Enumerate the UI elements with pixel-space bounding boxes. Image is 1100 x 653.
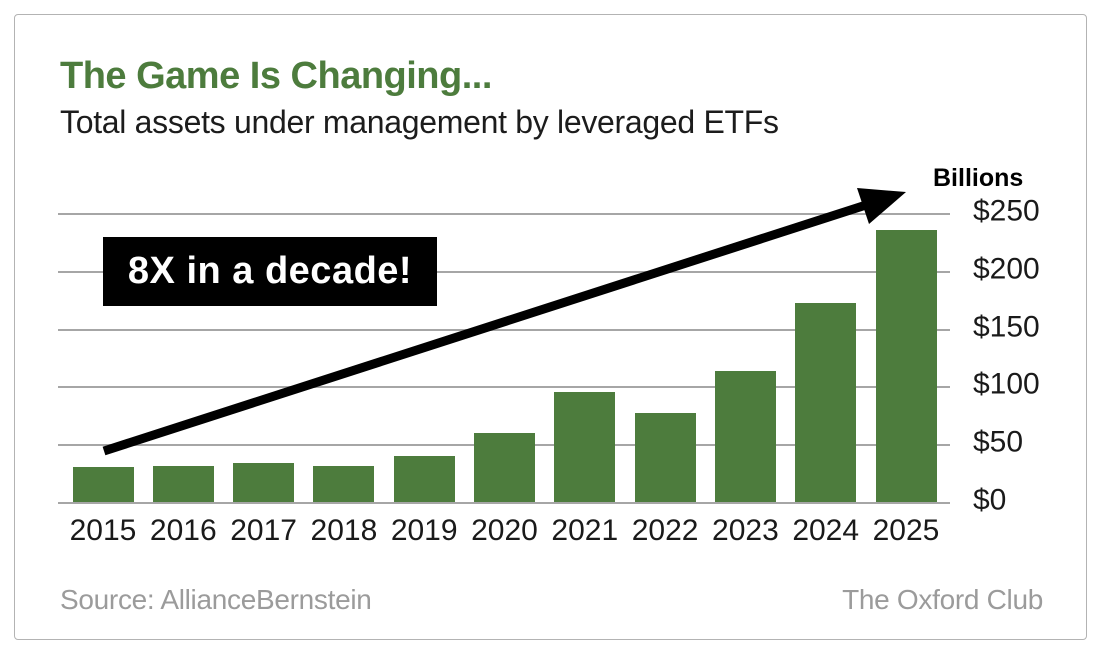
y-tick-label-250: $250 <box>973 194 1040 228</box>
x-tick-label-2019: 2019 <box>390 514 458 547</box>
x-tick-label-2024: 2024 <box>792 514 860 547</box>
gridline-250 <box>58 213 950 215</box>
y-tick-label-50: $50 <box>973 425 1024 459</box>
brand-credit: The Oxford Club <box>842 584 1043 615</box>
x-tick-label-2020: 2020 <box>471 514 538 547</box>
x-tick-label-2018: 2018 <box>310 514 378 547</box>
x-tick-label-2022: 2022 <box>631 514 699 547</box>
bar-2021 <box>554 392 616 502</box>
bar-2018 <box>313 466 375 502</box>
y-axis-unit-label: Billions <box>933 164 1024 192</box>
bar-2022 <box>634 413 696 502</box>
chart-title: The Game Is Changing... <box>60 55 492 97</box>
annotation-callout: 8X in a decade! <box>103 237 437 306</box>
x-tick-label-2016: 2016 <box>149 514 217 547</box>
bar-2017 <box>233 462 295 502</box>
y-tick-label-150: $150 <box>973 310 1040 344</box>
bar-2015 <box>72 467 134 502</box>
gridline-0 <box>58 502 950 504</box>
x-tick-label-2017: 2017 <box>230 514 297 547</box>
bar-2019 <box>393 455 455 502</box>
x-axis: 2015 2016 2017 2018 2019 2020 2021 2022 2023 2024… <box>58 515 950 549</box>
bar-2020 <box>474 432 535 502</box>
y-axis: $0 $50 $100 $150 $200 $250 <box>973 196 1083 515</box>
x-tick-label-2025: 2025 <box>872 514 940 547</box>
bar-2025 <box>875 230 937 502</box>
y-tick-label-100: $100 <box>973 367 1040 401</box>
y-tick-label-200: $200 <box>973 252 1040 286</box>
y-tick-label-0: $0 <box>973 483 1007 517</box>
bar-2023 <box>714 371 776 502</box>
bar-2024 <box>795 303 857 502</box>
bar-2016 <box>152 466 214 502</box>
source-credit: Source: AllianceBernstein <box>60 584 372 615</box>
x-tick-label-2021: 2021 <box>551 514 619 547</box>
x-tick-label-2015: 2015 <box>69 514 137 547</box>
chart-subtitle: Total assets under management by leverag… <box>60 104 779 140</box>
x-tick-label-2023: 2023 <box>712 514 779 547</box>
